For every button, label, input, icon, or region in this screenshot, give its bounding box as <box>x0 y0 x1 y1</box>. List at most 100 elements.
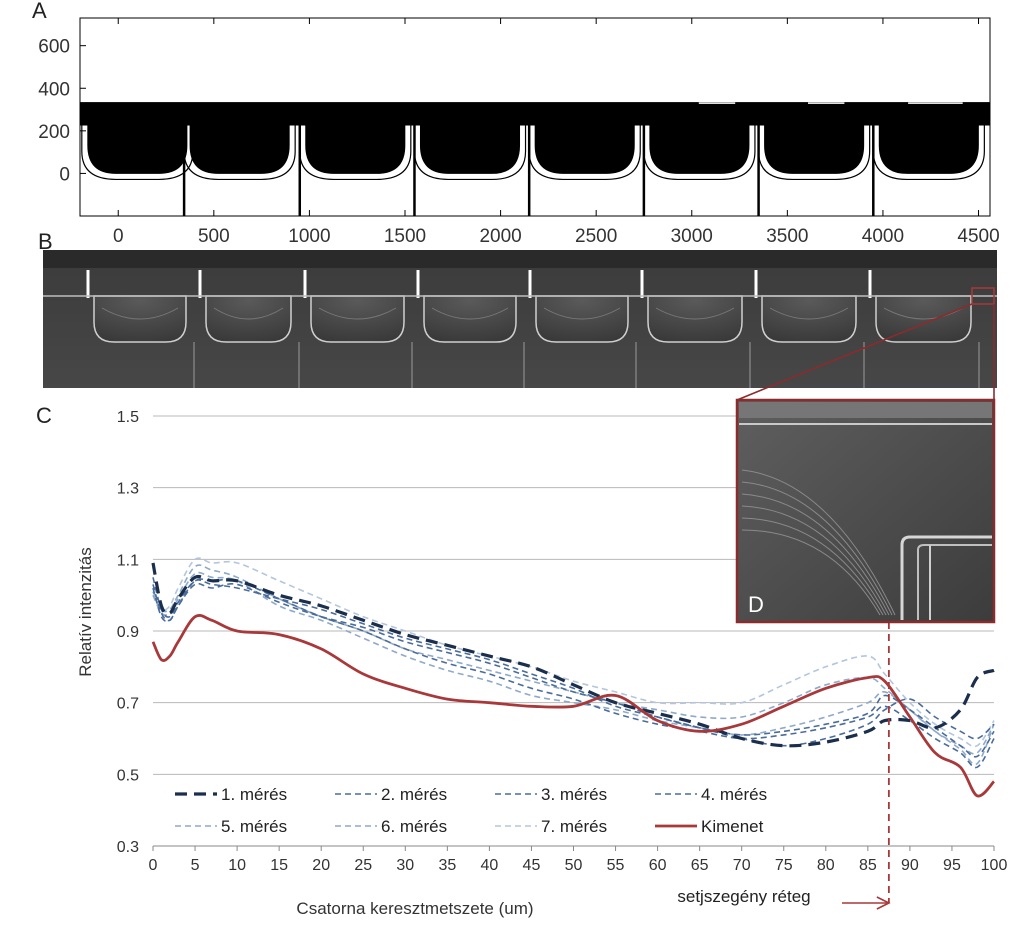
intensity-x-tick-label: 10 <box>228 857 246 874</box>
inset-wall-edge <box>900 535 992 620</box>
intensity-x-tick-label: 90 <box>901 857 919 874</box>
intensity-x-tick-label: 40 <box>481 857 499 874</box>
profile-channel <box>764 125 865 174</box>
inset-image <box>735 398 996 624</box>
intensity-x-tick-label: 30 <box>396 857 414 874</box>
inset-flow-line <box>741 529 881 616</box>
profile-x-tick-label: 0 <box>113 226 124 247</box>
intensity-series-line-8 <box>151 614 996 798</box>
annotation-arrow-head <box>876 896 891 910</box>
intensity-x-tick-label: 70 <box>733 857 751 874</box>
intensity-series-line-4 <box>152 578 995 769</box>
intensity-x-tick-label: 75 <box>775 857 793 874</box>
profile-channel <box>305 125 406 174</box>
intensity-x-tick-label: 100 <box>981 857 1008 874</box>
profile-x-tick-label: 500 <box>198 226 230 247</box>
intensity-series-group <box>151 557 996 798</box>
intensity-x-tick-label: 80 <box>817 857 835 874</box>
profile-y-tick-label: 400 <box>38 79 70 100</box>
profile-y-tick-label: 600 <box>38 37 70 58</box>
profile-channel <box>878 125 979 174</box>
intensity-x-tick-label: 55 <box>607 857 625 874</box>
profile-channel-outline <box>528 125 641 181</box>
profile-y-tick-label: 200 <box>38 122 70 143</box>
zoom-source-box <box>971 287 995 305</box>
intensity-series-line-2 <box>152 577 995 747</box>
inset-flow-line <box>741 481 893 616</box>
intensity-x-tick-label: 45 <box>523 857 541 874</box>
profile-x-tick-label: 2500 <box>575 226 617 247</box>
intensity-y-tick-label: 0.9 <box>117 624 139 641</box>
legend-label: 5. mérés <box>221 817 287 836</box>
micrograph-top-band <box>43 250 997 268</box>
profile-frame <box>79 17 991 217</box>
profile-x-tick-label: 3500 <box>766 226 808 247</box>
profile-x-tick-label: 4000 <box>862 226 904 247</box>
intensity-y-axis-title: Relatív intenzitás <box>76 547 95 676</box>
inset-wall-edge <box>917 544 992 620</box>
profile-channel-outline <box>81 125 194 181</box>
intensity-x-tick-label: 85 <box>859 857 877 874</box>
intensity-series-line-5 <box>152 571 995 766</box>
profile-x-tick-label: 1000 <box>288 226 330 247</box>
legend-label: 3. mérés <box>541 785 607 804</box>
inset-letter-d: D <box>748 592 764 617</box>
intensity-y-tick-label: 0.3 <box>117 839 139 856</box>
micrograph-flow-line <box>101 307 179 320</box>
profile-top-band <box>80 102 990 126</box>
profile-channel <box>189 125 290 174</box>
panel-letter-c: C <box>36 403 52 428</box>
micrograph-flow-line <box>213 307 284 320</box>
intensity-y-tick-label: 0.7 <box>117 696 139 713</box>
profile-channel-outline <box>183 125 296 181</box>
profile-channel-outline <box>872 125 985 181</box>
profile-channel-outline <box>643 125 756 181</box>
legend-label: 1. mérés <box>221 785 287 804</box>
profile-y-tick-label: 0 <box>59 164 70 185</box>
profile-x-tick-label: 1500 <box>384 226 426 247</box>
micrograph-strip <box>43 250 997 388</box>
micrograph-flow-line <box>655 307 735 320</box>
profile-x-tick-label: 2000 <box>479 226 521 247</box>
micrograph-flow-line <box>543 307 621 320</box>
inset-flow-line <box>741 469 896 616</box>
profile-channel <box>87 125 188 174</box>
intensity-y-tick-label: 1.3 <box>117 481 139 498</box>
annotation-label: setjszegény réteg <box>677 887 810 906</box>
intensity-x-tick-label: 65 <box>691 857 709 874</box>
inset-flow-line <box>741 493 890 616</box>
profile-channel-outline <box>757 125 871 181</box>
inset-top-band <box>739 402 992 418</box>
intensity-series-line-3 <box>152 582 995 758</box>
inset-flow-line <box>741 505 887 616</box>
inset-flow-line <box>741 517 884 616</box>
intensity-x-tick-label: 35 <box>438 857 456 874</box>
micrograph-flow-line <box>318 307 397 320</box>
legend-label: 4. mérés <box>701 785 767 804</box>
legend-label: 6. mérés <box>381 817 447 836</box>
intensity-x-tick-label: 60 <box>649 857 667 874</box>
profile-channel <box>419 125 521 174</box>
profile-x-tick-label: 3000 <box>671 226 713 247</box>
intensity-x-tick-label: 0 <box>149 857 158 874</box>
panel-letter-a: A <box>32 0 47 23</box>
intensity-series-line-1 <box>151 562 995 748</box>
intensity-y-tick-label: 0.5 <box>117 767 139 784</box>
channel-profile-chart: 0 200 400 600 0 500 1000 1500 2000 2500 3000 3500 40… <box>38 17 1000 247</box>
profile-channel <box>534 125 635 174</box>
intensity-x-axis-title: Csatorna keresztmetszete (um) <box>296 899 533 918</box>
profile-channel-outline <box>299 125 412 181</box>
profile-channel <box>649 125 750 174</box>
intensity-y-tick-label: 1.5 <box>117 409 139 426</box>
profile-x-tick-label: 4500 <box>957 226 999 247</box>
intensity-series-line-7 <box>152 557 995 748</box>
intensity-x-tick-label: 95 <box>943 857 961 874</box>
panel-letter-b: B <box>38 229 53 254</box>
legend-label: 2. mérés <box>381 785 447 804</box>
intensity-x-tick-label: 5 <box>191 857 200 874</box>
micrograph-flow-line <box>431 307 509 320</box>
legend-label: 7. mérés <box>541 817 607 836</box>
intensity-y-tick-label: 1.1 <box>117 552 139 569</box>
intensity-x-tick-label: 20 <box>312 857 330 874</box>
intensity-x-tick-label: 25 <box>354 857 372 874</box>
